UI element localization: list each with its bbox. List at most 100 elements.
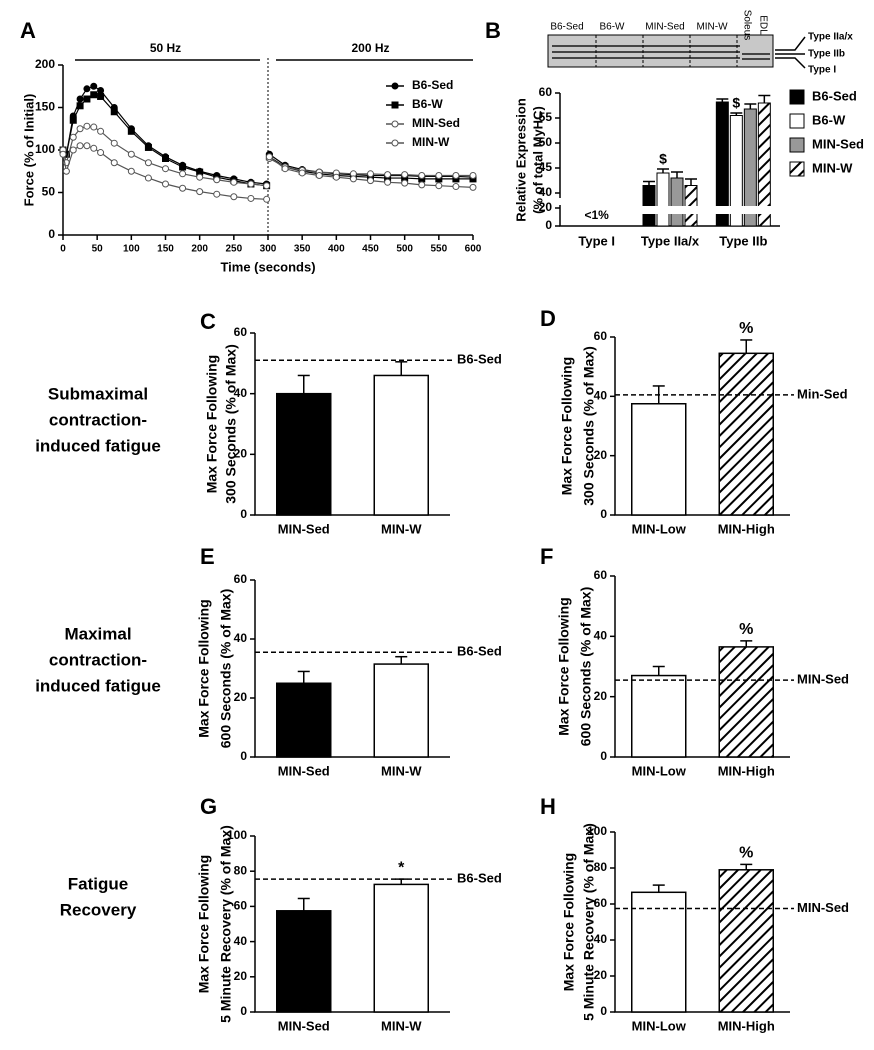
x-tick-label: MIN-Sed bbox=[278, 521, 330, 536]
point bbox=[144, 143, 152, 151]
y-tick-label: 100 bbox=[227, 828, 247, 842]
point bbox=[367, 170, 374, 178]
y-tick-label: 0 bbox=[600, 749, 607, 763]
x-tick-label: 400 bbox=[328, 244, 345, 255]
row-label: Recovery bbox=[60, 900, 137, 919]
x-tick-label: MIN-W bbox=[381, 521, 422, 536]
point bbox=[76, 125, 84, 133]
point bbox=[298, 169, 306, 177]
legend-marker bbox=[391, 82, 399, 90]
significance-marker: * bbox=[398, 859, 405, 876]
point bbox=[247, 194, 255, 202]
x-tick-label: 500 bbox=[396, 244, 413, 255]
y-tick-label: 20 bbox=[594, 448, 608, 462]
point bbox=[469, 183, 477, 191]
y-tick-label: 0 bbox=[545, 218, 552, 232]
x-tick-label: MIN-High bbox=[718, 763, 775, 778]
point bbox=[76, 142, 84, 150]
y-axis-label: 600 Seconds (% of Max) bbox=[218, 589, 234, 749]
significance-marker: $ bbox=[659, 151, 667, 167]
y-tick-label: 45 bbox=[539, 160, 553, 174]
bar bbox=[718, 646, 774, 758]
point bbox=[349, 175, 357, 183]
y-axis-label: (% of total MyHC) bbox=[530, 106, 545, 214]
y-tick-label: 0 bbox=[240, 1004, 247, 1018]
bar bbox=[718, 352, 774, 516]
point bbox=[384, 171, 392, 179]
x-tick-label: 100 bbox=[123, 244, 140, 255]
x-tick-label: 350 bbox=[294, 244, 311, 255]
point bbox=[263, 182, 271, 190]
legend-label: B6-Sed bbox=[812, 88, 857, 103]
gel-lane-label: Soleus bbox=[741, 10, 752, 41]
bar bbox=[718, 869, 774, 1013]
point bbox=[401, 171, 409, 179]
point bbox=[69, 116, 77, 124]
y-axis-label: 5 Minute Recovery (% of Max) bbox=[581, 823, 597, 1021]
legend-label: MIN-W bbox=[412, 135, 450, 149]
y-tick-label: 0 bbox=[240, 507, 247, 521]
y-axis-label: Max Force Following bbox=[196, 599, 212, 737]
point bbox=[127, 167, 135, 175]
point bbox=[83, 122, 91, 130]
point bbox=[230, 193, 238, 201]
y-tick-label: 60 bbox=[234, 572, 248, 586]
point bbox=[59, 150, 67, 158]
legend-swatch bbox=[789, 137, 805, 153]
legend-label: B6-Sed bbox=[412, 78, 453, 92]
legend-marker bbox=[391, 120, 399, 128]
axis-break-gap bbox=[729, 206, 744, 214]
y-tick-label: 40 bbox=[234, 631, 248, 645]
gel-bands bbox=[552, 45, 770, 60]
point bbox=[83, 95, 91, 103]
point bbox=[62, 167, 70, 175]
legend-label: MIN-W bbox=[812, 160, 853, 175]
point bbox=[110, 159, 118, 167]
x-tick-label: 550 bbox=[430, 244, 447, 255]
bar bbox=[642, 185, 656, 227]
x-tick-label: 150 bbox=[157, 244, 174, 255]
reference-label: B6-Sed bbox=[457, 352, 502, 367]
y-tick-label: 40 bbox=[234, 386, 248, 400]
y-tick-label: 0 bbox=[240, 749, 247, 763]
point bbox=[97, 127, 105, 135]
bar bbox=[684, 185, 698, 227]
y-axis-label: Max Force Following bbox=[561, 853, 577, 991]
y-tick-label: 40 bbox=[234, 934, 248, 948]
legend-label: MIN-Sed bbox=[812, 136, 864, 151]
x-tick-label: MIN-High bbox=[718, 521, 775, 536]
x-tick-label: MIN-Low bbox=[632, 1018, 687, 1033]
y-tick-label: 40 bbox=[539, 185, 553, 199]
legend-label: B6-W bbox=[812, 112, 846, 127]
point bbox=[162, 155, 169, 162]
axis-break-gap bbox=[743, 206, 758, 214]
panel-letter: A bbox=[20, 18, 36, 43]
bar bbox=[373, 883, 429, 1013]
panel-letter: D bbox=[540, 306, 556, 331]
y-tick-label: 60 bbox=[234, 325, 248, 339]
point bbox=[418, 181, 426, 189]
point bbox=[69, 133, 77, 141]
x-tick-label: 50 bbox=[92, 244, 104, 255]
point bbox=[90, 123, 98, 131]
x-tick-label: MIN-W bbox=[381, 763, 422, 778]
legend-marker bbox=[391, 139, 399, 147]
x-tick-label: 600 bbox=[465, 244, 482, 255]
y-axis-label: 600 Seconds (% of Max) bbox=[578, 587, 594, 747]
y-tick-label: 60 bbox=[594, 568, 608, 582]
point bbox=[196, 173, 204, 181]
axis-break-gap bbox=[715, 206, 730, 214]
point bbox=[90, 144, 98, 152]
bar bbox=[631, 891, 687, 1013]
reference-label: B6-Sed bbox=[457, 871, 502, 886]
point bbox=[315, 172, 323, 179]
row-label: Submaximal bbox=[48, 384, 148, 403]
point bbox=[213, 190, 221, 198]
point bbox=[90, 91, 98, 99]
y-tick-label: 50 bbox=[539, 135, 553, 149]
bar bbox=[276, 682, 332, 758]
y-tick-label: 0 bbox=[600, 1004, 607, 1018]
point bbox=[263, 195, 271, 203]
point bbox=[265, 153, 273, 161]
